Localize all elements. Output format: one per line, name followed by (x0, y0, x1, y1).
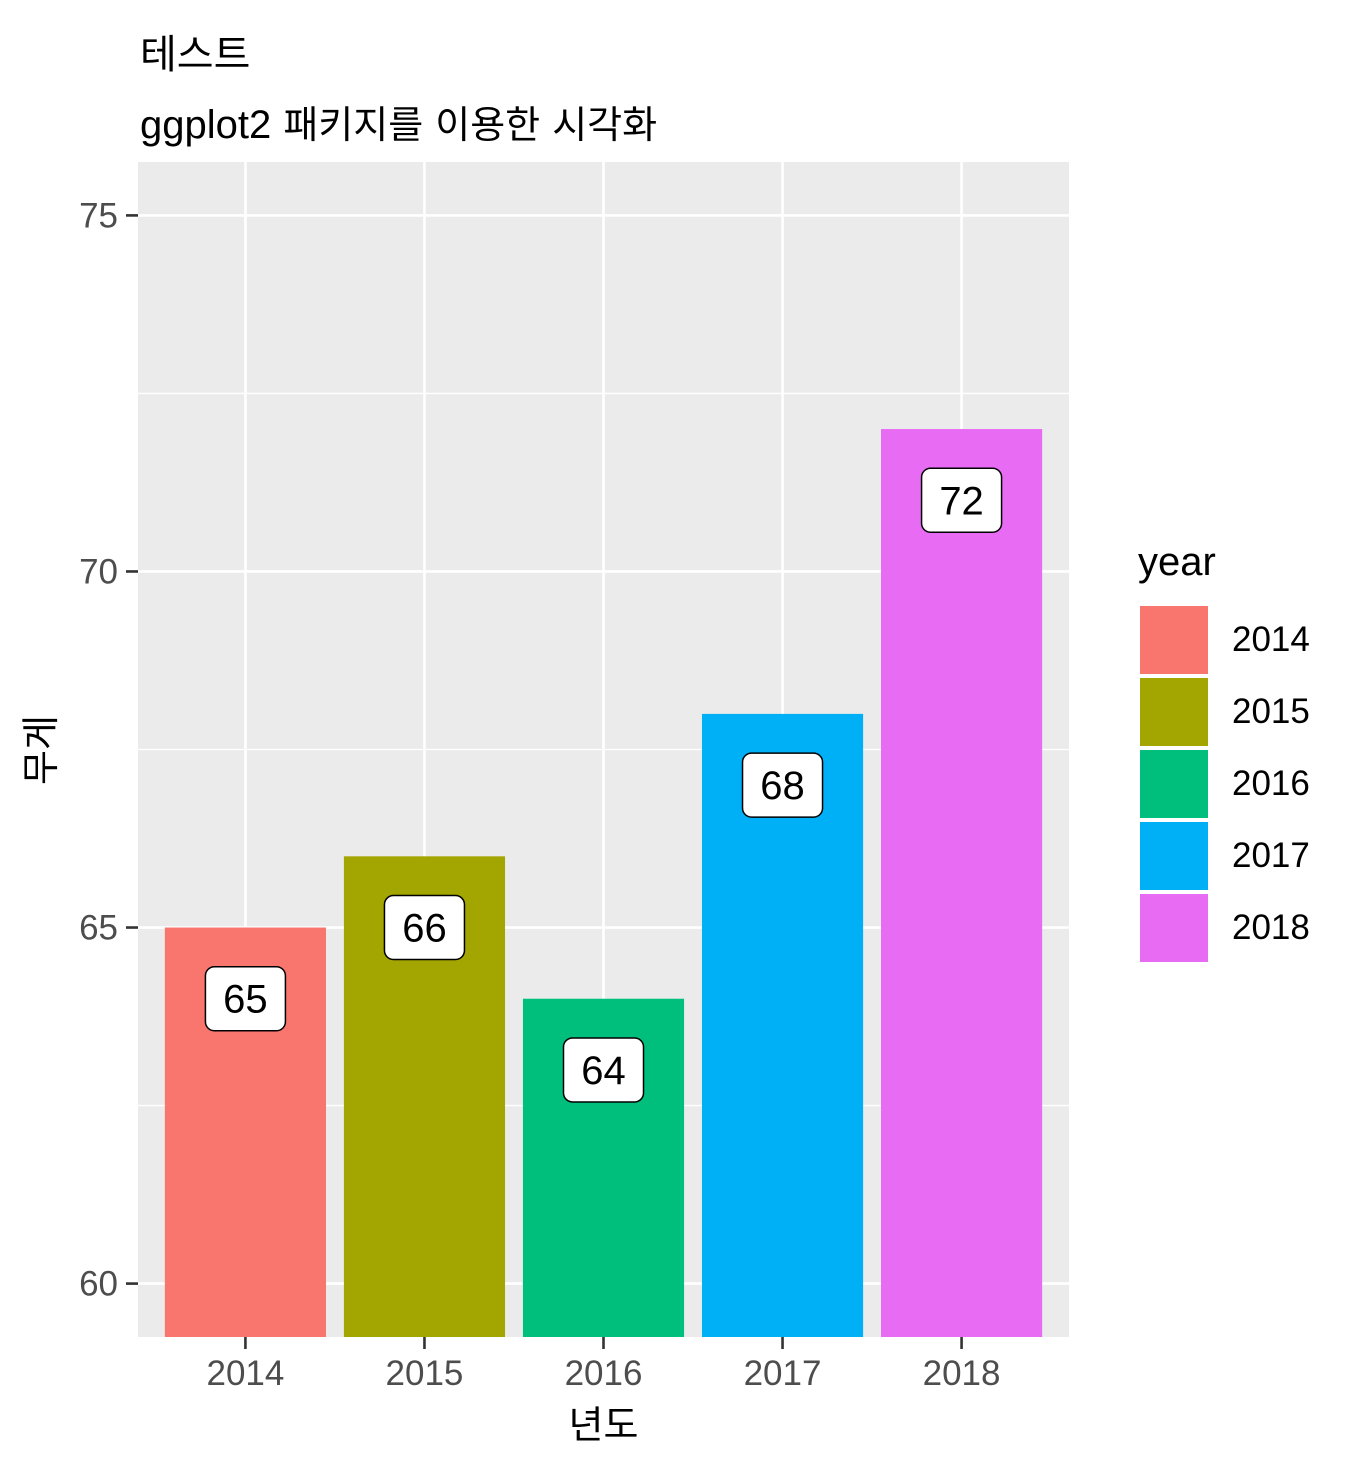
legend-label: 2015 (1232, 692, 1310, 732)
legend-key-2018 (1138, 892, 1210, 964)
x-tick-label: 2017 (744, 1354, 822, 1393)
legend-title: year (1138, 540, 1216, 585)
x-tick-label: 2015 (386, 1354, 464, 1393)
legend-label: 2016 (1232, 764, 1310, 804)
legend-item: 2017 (1138, 820, 1338, 892)
legend-label: 2014 (1232, 620, 1310, 660)
x-axis-title: 년도 (569, 1403, 639, 1447)
data-label: 66 (402, 907, 447, 951)
x-tick-label: 2018 (923, 1354, 1001, 1393)
legend-label: 2018 (1232, 908, 1310, 948)
legend-item: 2015 (1138, 676, 1338, 748)
legend-item: 2014 (1138, 604, 1338, 676)
legend-item: 2018 (1138, 892, 1338, 964)
legend-item: 2016 (1138, 748, 1338, 820)
data-label: 72 (939, 479, 984, 523)
legend-key-2017 (1138, 820, 1210, 892)
bar-2018 (881, 429, 1042, 1337)
legend-key-2014 (1138, 604, 1210, 676)
legend-key-2015 (1138, 676, 1210, 748)
legend-key-2016 (1138, 748, 1210, 820)
y-tick-label: 60 (79, 1265, 118, 1304)
legend: 2014 2015 2016 2017 2018 (1138, 604, 1338, 964)
x-tick-label: 2014 (206, 1354, 284, 1393)
legend-label: 2017 (1232, 836, 1310, 876)
y-tick-label: 70 (79, 552, 118, 591)
y-axis-title: 무게 (19, 715, 63, 785)
data-label: 64 (581, 1049, 626, 1093)
data-label: 68 (760, 764, 805, 808)
data-label: 65 (223, 978, 268, 1022)
y-tick-label: 75 (79, 196, 118, 235)
y-tick-label: 65 (79, 909, 118, 948)
x-tick-label: 2016 (565, 1354, 643, 1393)
